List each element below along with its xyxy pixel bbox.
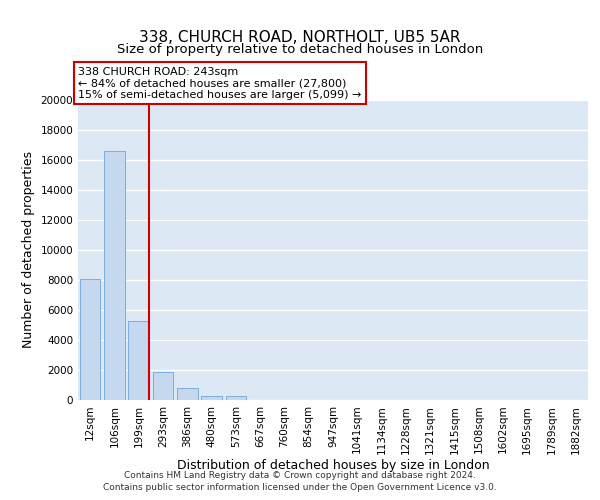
Bar: [201, 396, 222, 400]
X-axis label: Distribution of detached houses by size in London: Distribution of detached houses by size …: [176, 459, 490, 472]
Text: Size of property relative to detached houses in London: Size of property relative to detached ho…: [117, 44, 483, 57]
Bar: [152, 372, 173, 400]
Bar: [177, 388, 197, 400]
Bar: [104, 151, 125, 400]
Y-axis label: Number of detached properties: Number of detached properties: [22, 152, 35, 348]
Text: Contains public sector information licensed under the Open Government Licence v3: Contains public sector information licen…: [103, 483, 497, 492]
Bar: [128, 320, 149, 400]
Text: Contains HM Land Registry data © Crown copyright and database right 2024.: Contains HM Land Registry data © Crown c…: [124, 472, 476, 480]
Bar: [226, 396, 246, 400]
Text: 338 CHURCH ROAD: 243sqm
← 84% of detached houses are smaller (27,800)
15% of sem: 338 CHURCH ROAD: 243sqm ← 84% of detache…: [78, 67, 361, 100]
Bar: [80, 278, 100, 400]
Text: 338, CHURCH ROAD, NORTHOLT, UB5 5AR: 338, CHURCH ROAD, NORTHOLT, UB5 5AR: [139, 30, 461, 45]
